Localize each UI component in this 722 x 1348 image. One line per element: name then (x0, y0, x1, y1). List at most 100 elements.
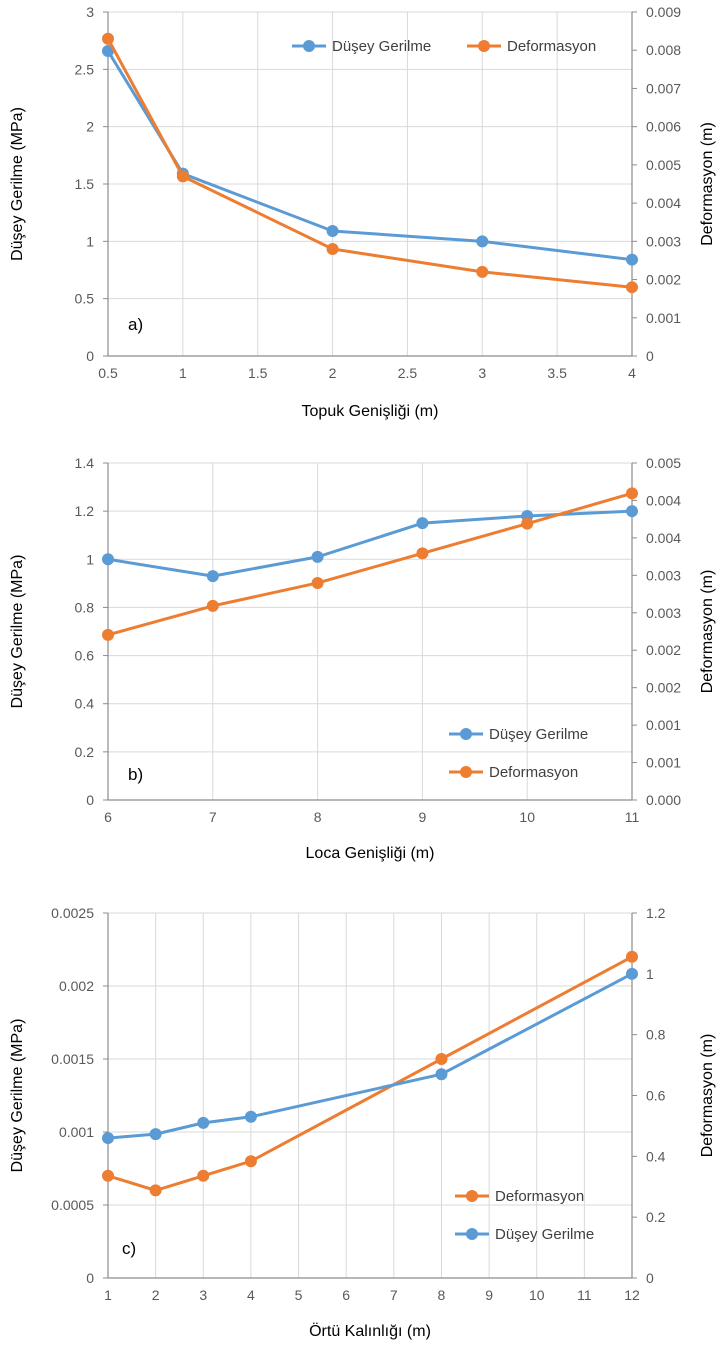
y-tick-label: 0.001 (59, 1124, 94, 1140)
panel-label: b) (128, 765, 143, 784)
y-axis-title: Düşey Gerilme (MPa) (9, 555, 26, 709)
panel-label: a) (128, 315, 143, 334)
data-point-dusey-gerilme (435, 1068, 448, 1081)
data-point-deformasyon (626, 487, 638, 500)
y2-tick-label: 0.2 (646, 1209, 666, 1225)
y2-tick-label: 0 (646, 348, 654, 364)
y-tick-label: 0.0005 (51, 1197, 94, 1213)
data-point-deformasyon (197, 1169, 210, 1182)
data-point-dusey-gerilme (476, 235, 489, 248)
x-tick-label: 1 (104, 1287, 112, 1303)
x-axis-title: Örtü Kalınlığı (m) (309, 1322, 431, 1340)
y-tick-label: 2 (86, 119, 94, 135)
data-point-deformasyon (149, 1184, 162, 1197)
y2-tick-label: 0.002 (646, 272, 681, 288)
x-tick-label: 8 (438, 1287, 446, 1303)
y2-tick-label: 0.004 (646, 492, 681, 508)
chart-panel-b: 6 7 8 9 10 11 0 0.2 0.4 0.6 0.8 1 1.2 1.4 0.000 0.001 0.… (9, 455, 716, 862)
y2-tick-label: 0.001 (646, 717, 681, 733)
data-point-deformasyon (176, 170, 189, 183)
y-tick-label: 0.2 (75, 744, 95, 760)
series-line-dusey-gerilme (107, 509, 633, 578)
y-tick-label: 0 (86, 1270, 94, 1286)
data-point-dusey-gerilme (206, 570, 219, 583)
data-point-deformasyon (326, 242, 339, 255)
data-point-deformasyon (626, 950, 638, 963)
x-tick-label: 1 (179, 365, 187, 381)
y2-tick-label: 0.002 (646, 680, 681, 696)
y2-tick-label: 0.000 (646, 792, 681, 808)
data-point-deformasyon (521, 517, 534, 530)
data-point-deformasyon (311, 576, 324, 589)
y2-tick-label: 0.003 (646, 233, 681, 249)
x-tick-label: 3 (199, 1287, 207, 1303)
x-tick-label: 11 (577, 1287, 592, 1303)
x-tick-label: 9 (419, 809, 427, 825)
y-tick-label: 1 (86, 551, 94, 567)
legend-label: Deformasyon (507, 38, 596, 55)
data-point-dusey-gerilme (244, 1110, 257, 1123)
y-tick-label: 1.5 (75, 176, 95, 192)
data-point-dusey-gerilme (197, 1116, 210, 1129)
y-tick-label: 0.8 (75, 599, 95, 615)
data-point-dusey-gerilme (326, 225, 339, 238)
x-tick-label: 6 (104, 809, 112, 825)
y-tick-label: 1.4 (75, 455, 95, 471)
data-point-dusey-gerilme (626, 505, 638, 518)
legend-marker (460, 728, 472, 740)
y-tick-label: 3 (86, 4, 94, 20)
series-line-deformasyon (107, 955, 633, 1192)
y2-tick-label: 0 (646, 1270, 654, 1286)
legend-label: Düşey Gerilme (495, 1226, 594, 1243)
data-point-deformasyon (626, 281, 638, 294)
y2-tick-label: 1.2 (646, 905, 666, 921)
data-point-deformasyon (102, 628, 114, 641)
legend-label: Düşey Gerilme (332, 38, 431, 55)
panel-label: c) (122, 1239, 136, 1258)
y2-tick-label: 0.004 (646, 195, 681, 211)
y2-tick-label: 0.003 (646, 605, 681, 621)
x-tick-label: 11 (625, 809, 640, 825)
y2-tick-label: 0.002 (646, 642, 681, 658)
y2-axis-title: Deformasyon (m) (699, 122, 716, 246)
chart-panel-c: 1 2 3 4 5 6 7 8 9 10 11 1200.00050.0010.00150.0020.… (9, 905, 716, 1340)
legend-marker (466, 1190, 478, 1202)
series-line-dusey-gerilme (106, 50, 633, 262)
y2-tick-label: 0.006 (646, 119, 681, 135)
x-tick-label: 5 (295, 1287, 303, 1303)
y-tick-label: 0.6 (75, 648, 95, 664)
y2-tick-label: 0.001 (646, 310, 681, 326)
y-tick-label: 0 (86, 792, 94, 808)
y2-tick-label: 0.4 (646, 1148, 666, 1164)
y-tick-label: 0.5 (75, 291, 95, 307)
x-tick-label: 4 (628, 365, 636, 381)
y2-tick-label: 0.004 (646, 530, 681, 546)
y2-axis-title: Deformasyon (m) (699, 570, 716, 694)
data-point-deformasyon (102, 1169, 114, 1182)
data-point-deformasyon (206, 599, 219, 612)
x-tick-label: 10 (519, 809, 535, 825)
legend-marker (303, 40, 315, 52)
x-tick-label: 8 (314, 809, 322, 825)
data-point-dusey-gerilme (102, 44, 114, 57)
y2-tick-label: 0.009 (646, 4, 681, 20)
data-point-dusey-gerilme (626, 967, 638, 980)
x-tick-label: 0.5 (98, 365, 118, 381)
y2-tick-label: 0.001 (646, 755, 681, 771)
x-axis-title: Loca Genişliği (m) (306, 845, 435, 862)
data-point-deformasyon (244, 1155, 257, 1168)
legend-marker (460, 766, 472, 778)
y2-tick-label: 0.8 (646, 1027, 666, 1043)
legend-marker (466, 1228, 478, 1240)
y2-tick-label: 1 (646, 966, 654, 982)
x-tick-label: 6 (342, 1287, 350, 1303)
data-point-deformasyon (102, 32, 114, 45)
series-line-deformasyon (107, 491, 633, 637)
y-tick-label: 2.5 (75, 61, 95, 77)
x-tick-label: 12 (624, 1287, 640, 1303)
x-axis-title: Topuk Genişliği (m) (302, 403, 439, 420)
y2-tick-label: 0.005 (646, 455, 681, 471)
x-tick-label: 9 (485, 1287, 493, 1303)
x-tick-label: 7 (390, 1287, 398, 1303)
